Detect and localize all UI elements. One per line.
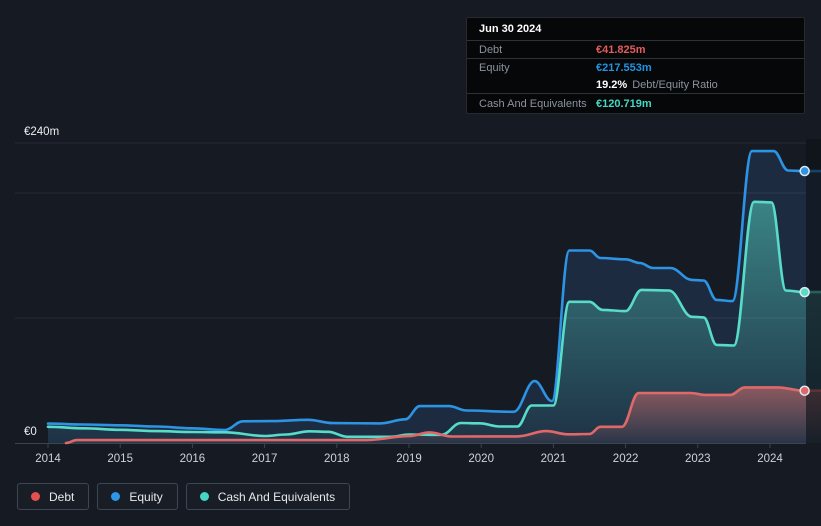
x-axis-label-2018: 2018: [324, 453, 350, 465]
tooltip-debt-value: €41.825m: [596, 43, 646, 56]
chart-tooltip: Jun 30 2024 Debt €41.825m Equity €217.55…: [466, 17, 805, 114]
legend-cash-label: Cash And Equivalents: [217, 489, 336, 504]
cash-and-equivalents-area: [48, 201, 821, 443]
tooltip-date: Jun 30 2024: [467, 18, 804, 41]
y-axis-label-0: €0: [24, 426, 37, 438]
tooltip-row-equity: Equity €217.553m: [467, 59, 804, 76]
tooltip-ratio: 19.2% Debt/Equity Ratio: [596, 79, 718, 91]
tooltip-row-cash: Cash And Equivalents €120.719m: [467, 94, 804, 113]
y-axis-label-240: €240m: [24, 126, 59, 138]
tooltip-cash-value: €120.719m: [596, 97, 652, 110]
x-axis-label-2015: 2015: [107, 453, 133, 465]
x-axis-label-2021: 2021: [541, 453, 567, 465]
future-fade-overlay: [806, 139, 821, 443]
legend-item-equity[interactable]: Equity: [97, 483, 178, 510]
x-axis-label-2014: 2014: [35, 453, 61, 465]
tooltip-cash-label: Cash And Equivalents: [479, 97, 587, 110]
tooltip-row-debt: Debt €41.825m: [467, 41, 804, 59]
x-axis-label-2020: 2020: [468, 453, 494, 465]
x-axis-label-2016: 2016: [180, 453, 206, 465]
legend-item-cash[interactable]: Cash And Equivalents: [185, 483, 351, 510]
x-axis-label-2019: 2019: [396, 453, 422, 465]
x-axis-label-2024: 2024: [757, 453, 783, 465]
end-dot-cash-and-equivalents[interactable]: [799, 286, 810, 298]
equity-line: [46, 149, 821, 432]
x-axis-label-2022: 2022: [613, 453, 639, 465]
x-axis-label-2023: 2023: [685, 453, 711, 465]
debt-dot-icon: [31, 492, 40, 501]
tooltip-debt-label: Debt: [479, 43, 503, 56]
x-axis-label-2017: 2017: [252, 453, 278, 465]
tooltip-ratio-value: 19.2%: [596, 78, 628, 91]
tooltip-equity-label: Equity: [479, 61, 510, 74]
cash-dot-icon: [199, 492, 209, 501]
debt-area: [66, 387, 821, 443]
tooltip-equity-value: €217.553m: [596, 61, 652, 74]
equity-dot-icon: [111, 492, 121, 501]
chart-legend: Debt Equity Cash And Equivalents: [17, 483, 351, 510]
tooltip-row-ratio: 19.2% Debt/Equity Ratio: [467, 76, 804, 94]
legend-item-debt[interactable]: Debt: [17, 483, 90, 510]
end-dot-equity[interactable]: [799, 165, 810, 177]
end-dot-debt[interactable]: [799, 385, 810, 396]
legend-equity-label: Equity: [129, 489, 163, 504]
debt-line: [64, 386, 821, 445]
legend-debt-label: Debt: [49, 489, 75, 504]
cash-and-equivalents-line: [46, 200, 821, 439]
tooltip-ratio-label: Debt/Equity Ratio: [632, 78, 718, 91]
